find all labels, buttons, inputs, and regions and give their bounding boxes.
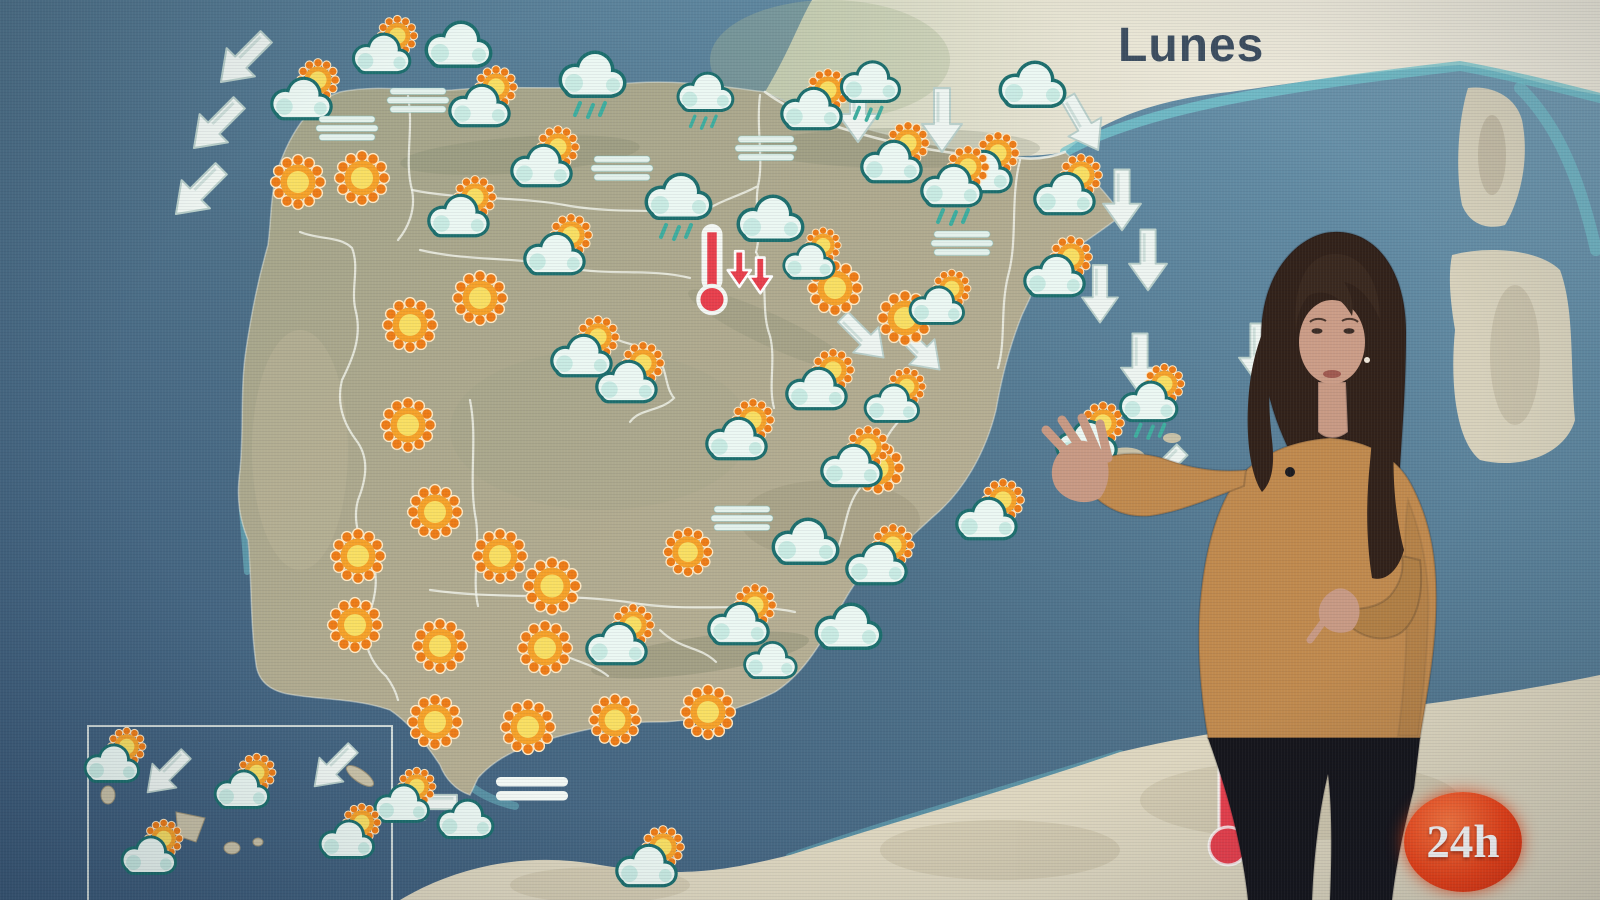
france-land (765, 0, 1600, 156)
sardinia-island (1449, 250, 1575, 464)
presenter-hand-pointing (1306, 588, 1360, 644)
presenter-pants (1206, 737, 1422, 900)
day-label: Lunes (1118, 19, 1265, 72)
presenter-hand-open (1041, 413, 1113, 503)
presenter-face (1299, 300, 1370, 384)
canary-inset-frame (87, 725, 393, 900)
channel-24h-logo: 24h (1404, 792, 1522, 892)
corsica-island (1458, 87, 1525, 227)
lapel-microphone (1285, 467, 1295, 477)
channel-24h-text: 24h (1426, 816, 1500, 868)
